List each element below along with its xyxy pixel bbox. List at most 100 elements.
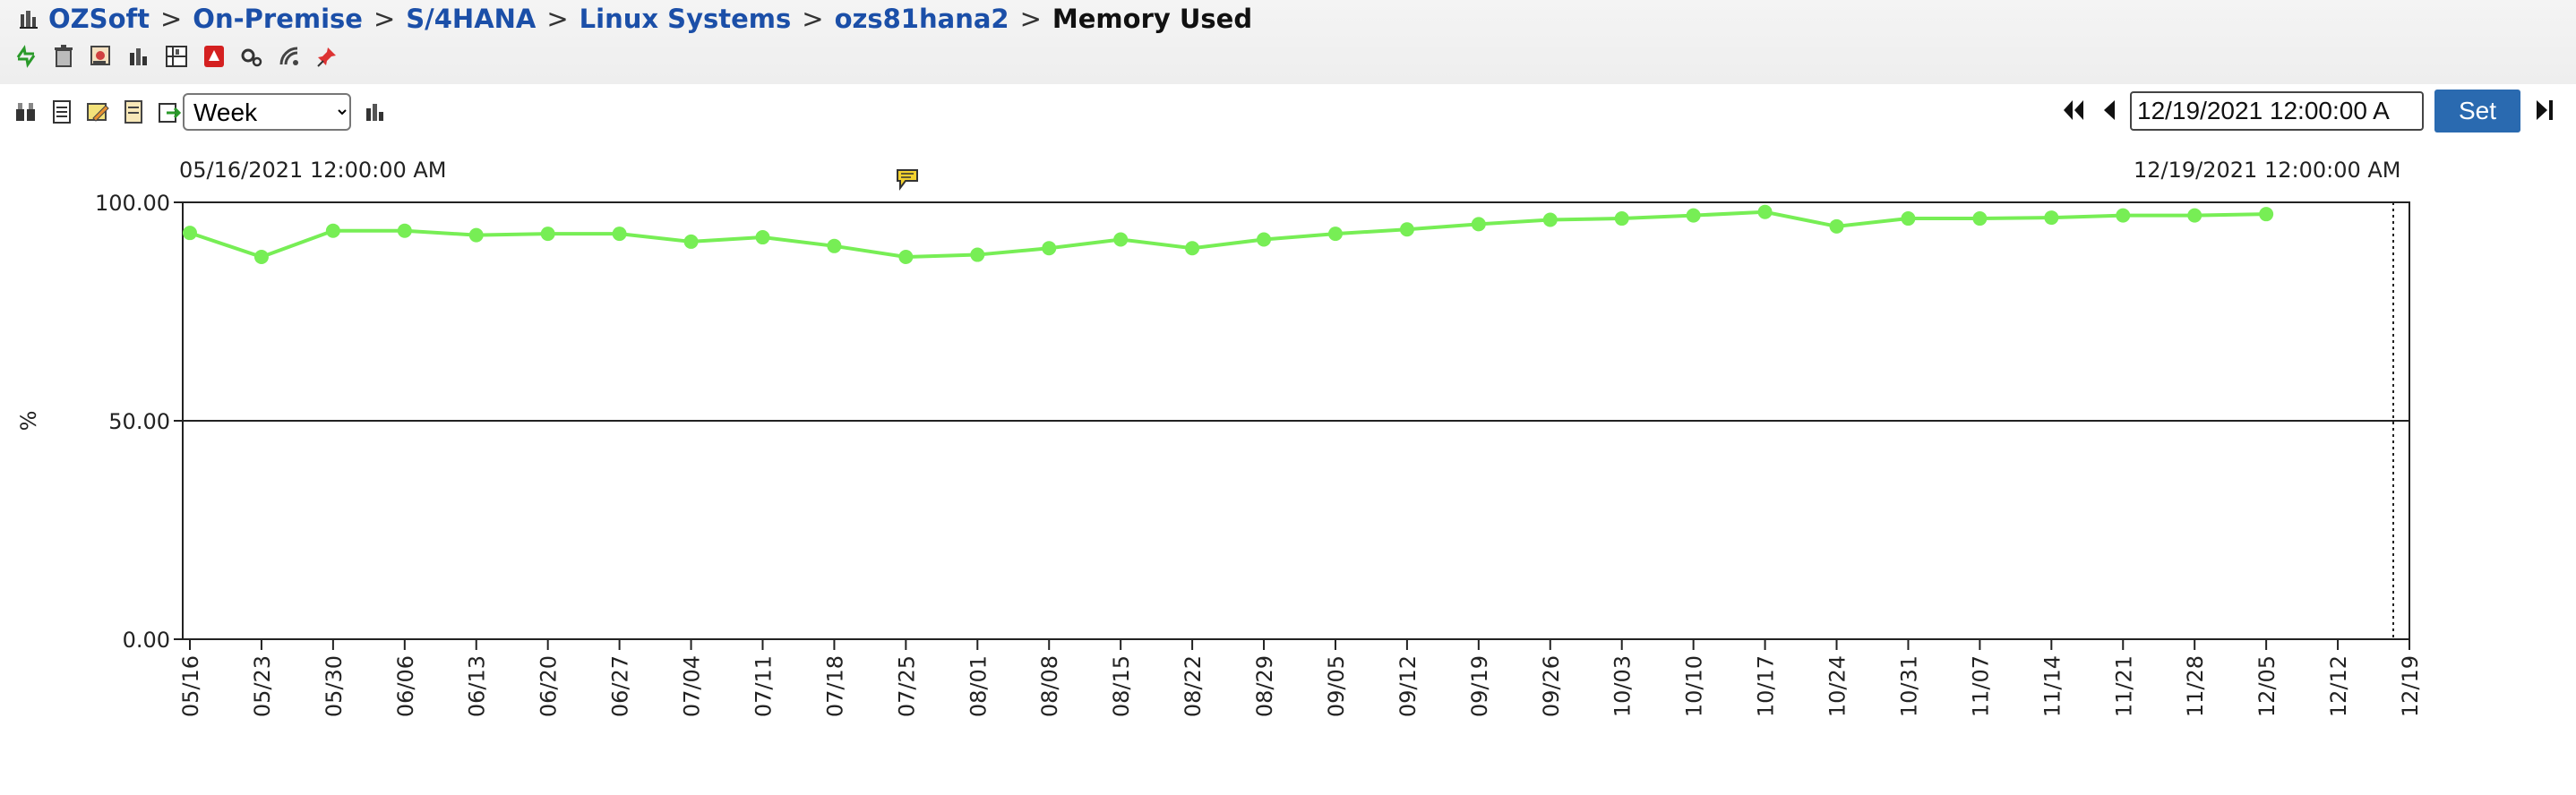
chart-toolbar (13, 98, 183, 125)
x-tick-label: 07/04 (680, 655, 705, 717)
x-tick-label: 11/21 (2111, 655, 2136, 717)
prev-icon[interactable] (2096, 97, 2123, 124)
x-tick-label: 06/20 (537, 655, 562, 717)
header-bar (0, 0, 2576, 84)
building-icon (18, 8, 39, 30)
breadcrumb-separator: > (802, 4, 824, 34)
x-tick-label: 09/19 (1467, 655, 1492, 717)
grid-chart-icon[interactable] (163, 43, 190, 70)
x-tick-label: 11/07 (1968, 655, 1993, 717)
data-point (1614, 211, 1629, 227)
breadcrumb: OZSoft > On-Premise > S/4HANA > Linux Sy… (18, 2, 1252, 36)
data-point (1757, 204, 1773, 219)
data-point (325, 223, 340, 238)
data-point (183, 226, 197, 241)
x-tick-label: 10/31 (1896, 655, 1921, 717)
x-tick-label: 12/12 (2326, 655, 2351, 717)
breadcrumb-s4hana[interactable]: S/4HANA (406, 4, 537, 34)
date-input[interactable] (2130, 91, 2424, 131)
data-point (1686, 208, 1701, 223)
x-tick-label: 05/23 (250, 655, 275, 717)
breadcrumb-ozsoft[interactable]: OZSoft (48, 4, 150, 34)
breadcrumb-separator: > (373, 4, 396, 34)
x-tick-label: 11/28 (2183, 655, 2208, 717)
page-title: Memory Used (1052, 4, 1253, 34)
y-axis-label: % (16, 411, 41, 432)
x-tick-label: 06/06 (393, 655, 418, 717)
first-icon[interactable] (2060, 97, 2087, 124)
data-point (1901, 211, 1916, 227)
y-tick-label: 0.00 (123, 628, 170, 653)
main-toolbar (13, 43, 340, 70)
data-point (1042, 241, 1057, 256)
data-point (683, 234, 699, 249)
data-point (1829, 218, 1844, 234)
export-icon[interactable] (156, 98, 183, 125)
signal-icon[interactable] (276, 43, 303, 70)
breadcrumb-linux-systems[interactable]: Linux Systems (579, 4, 792, 34)
x-tick-label: 12/05 (2254, 655, 2280, 717)
refresh-icon[interactable] (13, 43, 39, 70)
data-point (827, 238, 842, 253)
data-point (1185, 241, 1200, 256)
x-tick-label: 09/05 (1324, 655, 1349, 717)
data-point (898, 250, 914, 264)
data-point (1327, 227, 1343, 242)
x-tick-label: 08/08 (1037, 655, 1062, 717)
breadcrumb-separator: > (1019, 4, 1042, 34)
breadcrumb-separator: > (159, 4, 183, 34)
pin-icon[interactable] (313, 43, 340, 70)
x-tick-label: 07/18 (822, 655, 847, 717)
breadcrumb-on-premise[interactable]: On-Premise (193, 4, 363, 34)
data-point (755, 230, 770, 245)
x-tick-label: 08/29 (1252, 655, 1277, 717)
bar-chart-icon[interactable] (125, 43, 152, 70)
x-tick-label: 09/12 (1395, 655, 1421, 717)
x-tick-label: 08/22 (1181, 655, 1206, 717)
y-tick-label: 100.00 (95, 191, 170, 216)
range-end-label: 12/19/2021 12:00:00 AM (2134, 158, 2401, 183)
data-point (1471, 217, 1486, 232)
report-icon[interactable] (88, 43, 115, 70)
x-tick-label: 08/01 (966, 655, 991, 717)
series-line (189, 209, 2267, 260)
data-point (2116, 208, 2131, 223)
compare-icon[interactable] (13, 98, 39, 125)
set-button[interactable]: Set (2434, 90, 2520, 132)
x-tick-label: 07/25 (894, 655, 919, 717)
period-select[interactable]: Week (183, 93, 351, 131)
x-tick-label: 06/13 (465, 655, 490, 717)
breadcrumb-ozs81hana2[interactable]: ozs81hana2 (834, 4, 1009, 34)
chart-type-bar-icon[interactable] (362, 98, 389, 125)
trash-icon[interactable] (50, 43, 77, 70)
notes-icon[interactable] (120, 98, 147, 125)
x-tick-label: 10/24 (1825, 655, 1850, 717)
annotation-flag-icon[interactable] (894, 167, 921, 193)
data-point (1257, 232, 1272, 247)
edit-icon[interactable] (84, 98, 111, 125)
x-tick-label: 12/19 (2398, 655, 2423, 717)
data-point (2259, 207, 2274, 222)
x-tick-label: 11/14 (2039, 655, 2065, 717)
last-icon[interactable] (2531, 97, 2558, 124)
data-point (468, 227, 484, 243)
x-tick-label: 06/27 (608, 655, 633, 717)
data-point (2044, 210, 2059, 226)
data-point (253, 250, 269, 264)
data-point (612, 227, 627, 242)
data-point (1972, 211, 1988, 227)
y-tick-label: 50.00 (108, 409, 170, 434)
settings-icon[interactable] (238, 43, 265, 70)
pdf-icon[interactable] (201, 43, 228, 70)
x-tick-label: 05/16 (178, 655, 203, 717)
x-tick-label: 05/30 (322, 655, 347, 717)
breadcrumb-separator: > (546, 4, 569, 34)
document-icon[interactable] (48, 98, 75, 125)
data-point (1542, 212, 1558, 227)
x-tick-label: 10/03 (1610, 655, 1636, 717)
data-point (1399, 222, 1414, 237)
data-point (970, 247, 985, 262)
x-tick-label: 08/15 (1109, 655, 1134, 717)
data-point (1113, 232, 1129, 247)
